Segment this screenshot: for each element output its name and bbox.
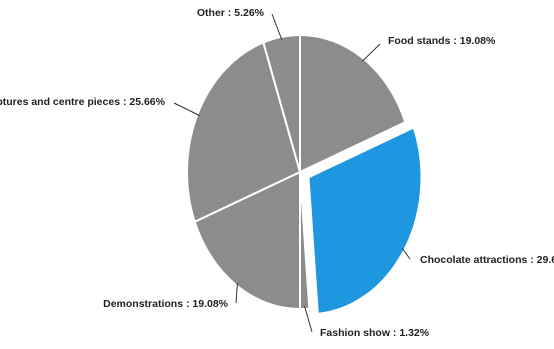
slice-label-chocolate-attractions: Chocolate attractions : 29.61% bbox=[420, 254, 554, 266]
slice-label-demonstrations: Demonstrations : 19.08% bbox=[103, 298, 229, 310]
leader-line-demonstrations bbox=[235, 282, 239, 304]
slices-layer bbox=[186, 33, 423, 315]
pie-slice-other bbox=[262, 33, 301, 173]
pie-slice-fashion-show bbox=[298, 171, 311, 311]
pie-slice-demonstrations bbox=[193, 170, 302, 311]
leader-lines-layer bbox=[173, 13, 411, 333]
leader-line-fashion-show bbox=[304, 306, 313, 333]
leader-line-sculptures-and-centre-pieces bbox=[173, 102, 200, 116]
slice-label-fashion-show: Fashion show : 1.32% bbox=[320, 327, 430, 339]
pie-slice-chocolate-attractions bbox=[307, 126, 423, 315]
pie-slice-food-stands bbox=[299, 33, 407, 174]
slice-label-sculptures-and-centre-pieces: Sculptures and centre pieces : 25.66% bbox=[0, 96, 166, 108]
leader-line-food-stands bbox=[362, 43, 381, 62]
labels-layer: Food stands : 19.08% Chocolate attraction… bbox=[0, 7, 554, 339]
leader-line-chocolate-attractions bbox=[402, 248, 411, 260]
slice-label-other: Other : 5.26% bbox=[197, 7, 265, 19]
leader-line-other bbox=[271, 13, 283, 40]
slice-label-food-stands: Food stands : 19.08% bbox=[388, 35, 496, 47]
